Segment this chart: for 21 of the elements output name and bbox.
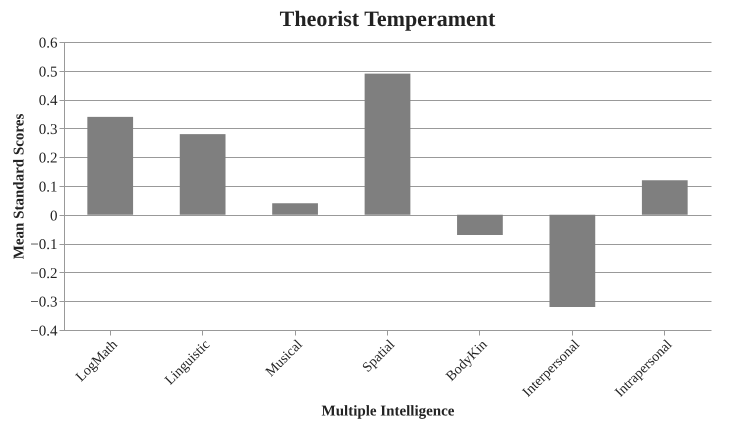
y-tick-label: −0.2: [30, 266, 58, 282]
bar: [549, 214, 596, 307]
chart-title: Theorist Temperament: [280, 6, 496, 31]
bar: [272, 203, 318, 215]
y-tick-label: 0.4: [38, 93, 58, 110]
bar: [642, 180, 688, 215]
y-tick-label: 0.1: [38, 180, 58, 196]
bar: [87, 116, 134, 215]
x-axis-title: Multiple Intelligence: [322, 404, 455, 420]
y-tick-label: 0.3: [38, 122, 58, 138]
bar: [364, 74, 410, 215]
y-tick-label: 0.2: [38, 150, 58, 167]
bar: [457, 214, 503, 235]
y-axis-title: Mean Standard Scores: [11, 114, 28, 260]
bar: [180, 134, 226, 215]
y-tick-label: 0: [50, 208, 58, 224]
y-tick-label: −0.1: [30, 237, 58, 254]
y-tick-label: −0.3: [30, 294, 58, 311]
y-tick-label: −0.4: [30, 324, 58, 340]
y-tick-label: 0.6: [38, 36, 58, 52]
y-tick-label: 0.5: [38, 64, 58, 80]
